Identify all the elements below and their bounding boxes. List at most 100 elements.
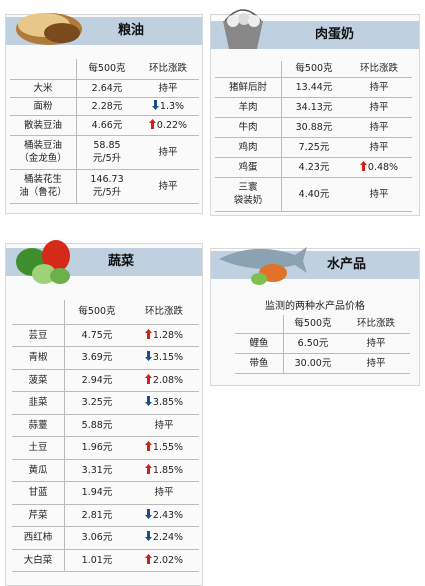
change-text: 3.15%: [152, 352, 184, 364]
change-text: 持平: [369, 188, 389, 200]
item-name: 芸豆: [12, 324, 65, 347]
item-price: 1.01元: [64, 549, 129, 572]
price-change: 2.24%: [129, 526, 199, 550]
table-row: 韭菜 3.25元 3.85%: [12, 391, 199, 415]
arrow-up: [148, 118, 156, 129]
table-row: 蒜薹 5.88元 持平: [12, 414, 199, 437]
item-name: 菠菜: [12, 369, 65, 392]
change-text: 持平: [369, 101, 389, 113]
panel-subtitle: 监测的两种水产品价格: [265, 301, 365, 312]
panel: 粮油 每500克 环比涨跌 大米 2.64元 持平 面粉 2.28元 1.3% 散装豆油 4.66…: [5, 13, 203, 214]
table-row: 芸豆 4.75元 1.28%: [12, 324, 199, 347]
change-text: 持平: [158, 82, 178, 94]
column-header: 每500克: [64, 300, 129, 325]
arrow-down: [144, 351, 152, 362]
column-header: 环比涨跌: [342, 315, 410, 334]
price-change: 0.48%: [346, 157, 412, 178]
change-text: 1.85%: [152, 464, 184, 476]
item-name: 牛肉: [215, 117, 282, 138]
item-name: 黄瓜: [12, 459, 65, 482]
change-text: 1.28%: [152, 329, 184, 341]
change-text: 0.22%: [156, 119, 188, 131]
food-image: [223, 9, 263, 49]
change-text: 持平: [366, 337, 386, 349]
item-price: 13.44元: [281, 77, 346, 98]
price-change: 持平: [129, 414, 199, 437]
price-change: 2.08%: [129, 369, 199, 392]
table-row: 土豆 1.96元 1.55%: [12, 436, 199, 460]
price-change: 持平: [342, 353, 410, 374]
table-row: 散装豆油 4.66元 0.22%: [10, 115, 199, 136]
price-table: 每500克 环比涨跌 猪鲜后肘 13.44元 持平 羊肉 34.13元 持平 牛肉 30.88元持…: [215, 61, 412, 212]
price-change: 2.02%: [129, 549, 199, 572]
item-price: 4.66元: [76, 115, 137, 136]
change-text: 2.02%: [152, 554, 184, 566]
item-price: 30.00元: [283, 353, 342, 374]
table-row: 芹菜 2.81元 2.43%: [12, 504, 199, 527]
table-row: 三寰 袋装奶 4.40元 持平: [215, 177, 412, 212]
table-row: 青椒 3.69元 3.15%: [12, 346, 199, 370]
price-change: 3.15%: [129, 346, 199, 370]
arrow-up: [359, 160, 367, 171]
table-row: 桶装花生 油（鲁花） 146.73 元/5升 持平: [10, 169, 199, 204]
panel-title: 蔬菜: [108, 254, 135, 269]
table-row: 面粉 2.28元 1.3%: [10, 97, 199, 116]
item-price: 5.88元: [64, 414, 129, 437]
arrow-down: [151, 99, 159, 110]
price-change: 2.43%: [129, 504, 199, 527]
item-price: 4.40元: [281, 177, 346, 212]
arrow-down: [144, 396, 152, 407]
price-change: 持平: [346, 117, 412, 138]
panel: 肉蛋奶 每500克 环比涨跌 猪鲜后肘 13.44元 持平 羊肉 34.13元 持平 牛肉 30.…: [210, 9, 420, 216]
column-header: 环比涨跌: [129, 300, 199, 325]
table-row: 鸡肉 7.25元 持平: [215, 137, 412, 158]
column-header: 每500克: [283, 315, 342, 334]
table-row: 黄瓜 3.31元 1.85%: [12, 459, 199, 482]
panel-title: 水产品: [327, 257, 367, 272]
change-text: 持平: [158, 146, 178, 158]
price-table: 每500克 环比涨跌 大米 2.64元 持平 面粉 2.28元 1.3% 散装豆油 4.66元 0.…: [10, 59, 199, 204]
arrow-up: [144, 463, 152, 474]
header-cell: [12, 300, 65, 325]
price-change: 持平: [346, 177, 412, 212]
table-row: 羊肉 34.13元 持平: [215, 97, 412, 118]
arrow-up: [144, 553, 152, 564]
change-text: 2.24%: [152, 532, 184, 544]
item-name: 鸡肉: [215, 137, 282, 158]
column-header: 环比涨跌: [137, 59, 199, 80]
price-table: 每500克 环比涨跌 鲤鱼 6.50元 持平 带鱼 30.00元 持平: [235, 315, 410, 374]
item-name: 羊肉: [215, 97, 282, 118]
header-row: 每500克 环比涨跌: [10, 59, 199, 80]
item-price: 34.13元: [281, 97, 346, 118]
arrow-down: [144, 531, 152, 542]
item-name: 芹菜: [12, 504, 65, 527]
price-change: 持平: [137, 169, 199, 204]
change-text: 2.43%: [152, 509, 184, 521]
price-change: 持平: [346, 77, 412, 98]
item-name: 大白菜: [12, 549, 65, 572]
item-price: 4.23元: [281, 157, 346, 178]
price-table: 每500克 环比涨跌 芸豆 4.75元 1.28% 青椒 3.69元 3.15% 菠菜 2.94元…: [12, 300, 199, 572]
item-price: 2.81元: [64, 504, 129, 527]
change-text: 1.55%: [152, 442, 184, 454]
item-price: 3.69元: [64, 346, 129, 370]
item-name: 青椒: [12, 346, 65, 370]
header-cell: [235, 315, 284, 334]
item-name: 土豆: [12, 436, 65, 460]
table-row: 桶装豆油 （金龙鱼） 58.85 元/5升 持平: [10, 135, 199, 170]
table-row: 大米 2.64元 持平: [10, 79, 199, 98]
food-image: [16, 13, 82, 45]
item-name: 大米: [10, 79, 77, 98]
item-price: 1.94元: [64, 481, 129, 505]
item-name: 蒜薹: [12, 414, 65, 437]
food-image: [16, 240, 70, 284]
table-row: 西红柿 3.06元 2.24%: [12, 526, 199, 550]
change-text: 1.3%: [159, 100, 185, 112]
panel-title: 粮油: [118, 23, 145, 38]
header-row: 每500克 环比涨跌: [12, 300, 199, 325]
item-price: 58.85 元/5升: [76, 135, 137, 170]
header-cell: [215, 61, 282, 78]
item-name: 甘蓝: [12, 481, 65, 505]
price-change: 持平: [137, 79, 199, 98]
item-price: 2.94元: [64, 369, 129, 392]
